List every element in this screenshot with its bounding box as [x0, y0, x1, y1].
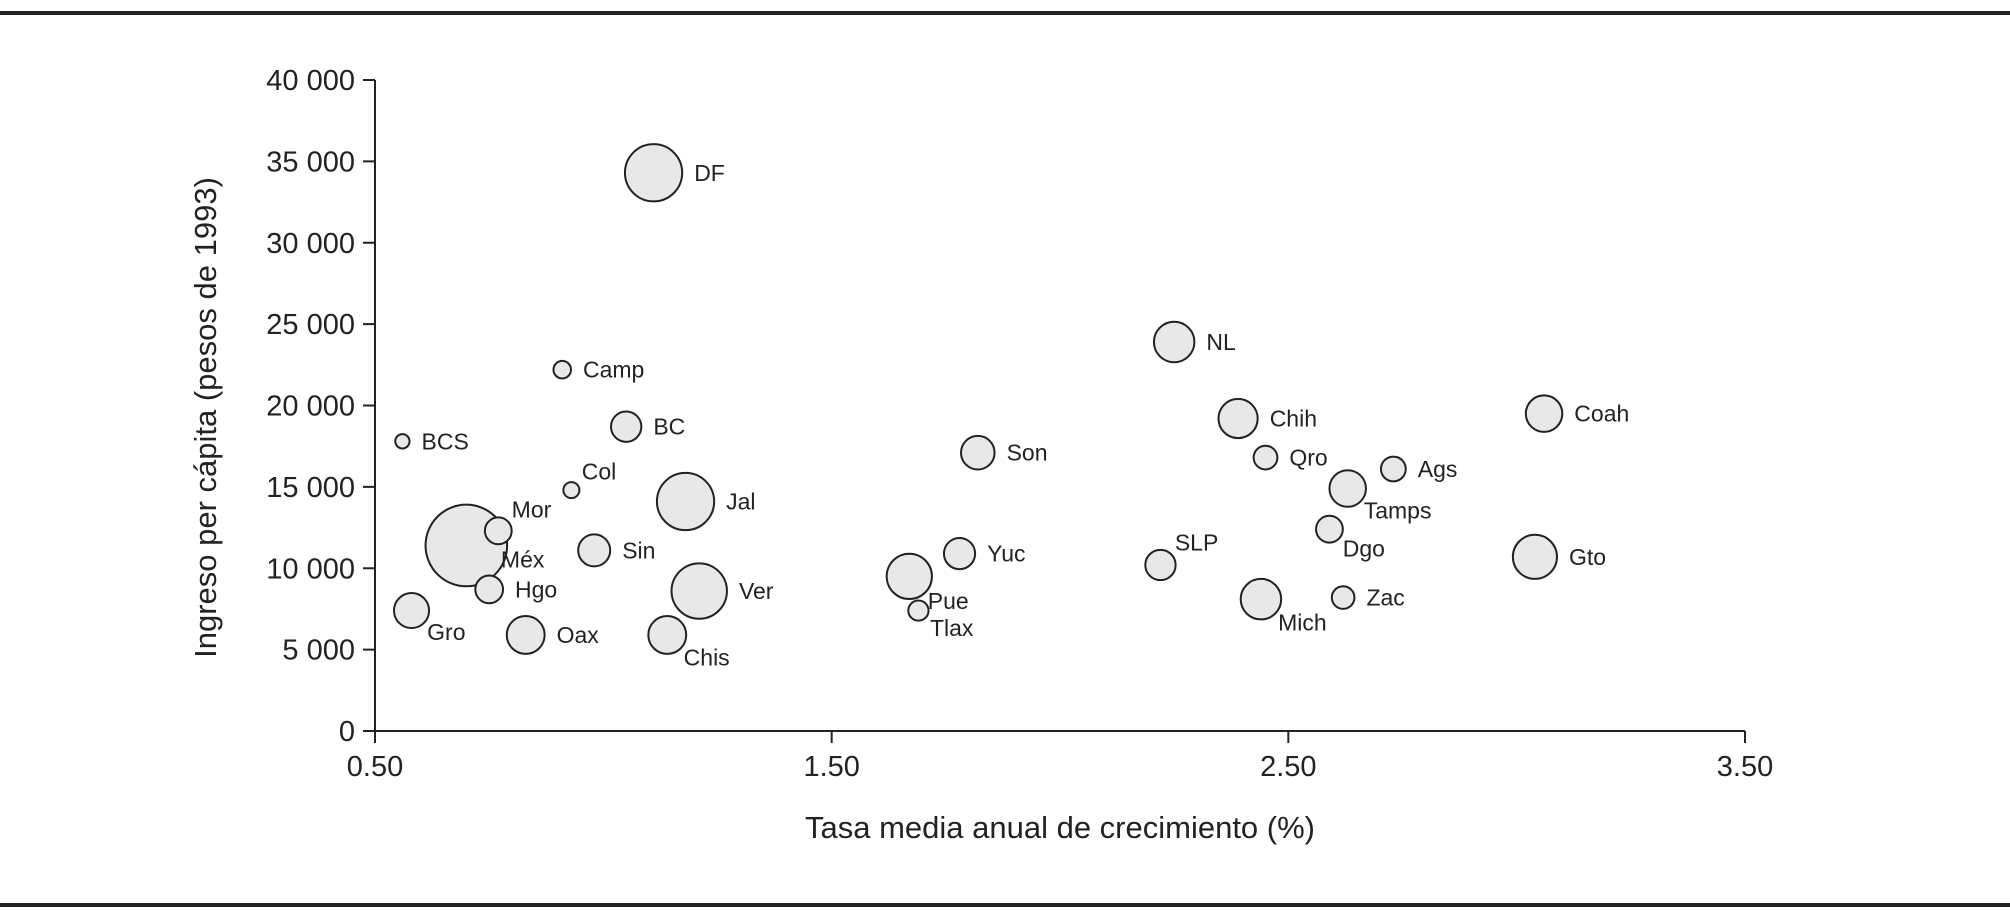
point-label-zac: Zac — [1366, 585, 1404, 611]
point-label-slp: SLP — [1175, 530, 1218, 556]
point-label-chih: Chih — [1270, 406, 1317, 432]
bubble-coah — [1524, 394, 1564, 433]
bubble-camp — [552, 359, 572, 380]
bubble-sin — [577, 533, 612, 568]
point-label-hgo: Hgo — [515, 576, 557, 602]
bubble-chih — [1217, 397, 1259, 440]
point-label-nl: NL — [1206, 329, 1236, 355]
bubble-chis — [647, 615, 688, 655]
bubble-tlax — [907, 599, 930, 622]
point-label-bc: BC — [653, 414, 685, 440]
bubble-pue — [885, 552, 933, 601]
point-label-méx: Méx — [501, 547, 545, 573]
bubble-ags — [1379, 455, 1407, 483]
y-tick-label: 40 000 — [266, 65, 355, 97]
y-tick-label: 5 000 — [282, 635, 355, 667]
bubble-qro — [1252, 444, 1279, 471]
point-label-bcs: BCS — [422, 428, 469, 454]
point-label-gto: Gto — [1569, 544, 1606, 570]
point-labels: DF NL Camp Coah Chih BC BCS Son Qro Ags Tamps Col Ja… — [422, 160, 1630, 671]
bubble-bcs — [394, 433, 411, 450]
bubble-yuc — [942, 537, 977, 571]
point-label-tamps: Tamps — [1364, 498, 1432, 524]
bubble-zac — [1330, 585, 1356, 610]
y-tick-label: 0 — [339, 716, 355, 748]
y-axis-title: Ingreso per cápita (pesos de 1993) — [188, 177, 223, 658]
bubble-col — [562, 481, 581, 500]
bubble-mich — [1239, 577, 1283, 621]
y-tick-label: 25 000 — [266, 309, 355, 341]
bubble-slp — [1144, 548, 1177, 582]
point-label-jal: Jal — [726, 489, 755, 515]
bubble-son — [960, 434, 996, 471]
bubble-gto — [1511, 533, 1558, 580]
point-label-pue: Pue — [928, 588, 969, 614]
y-tick-label: 30 000 — [266, 228, 355, 260]
y-tick-label: 35 000 — [266, 146, 355, 178]
point-label-camp: Camp — [583, 357, 644, 383]
bubble-hgo — [474, 574, 505, 605]
x-tick-label: 2.50 — [1260, 751, 1316, 783]
point-label-son: Son — [1007, 440, 1048, 466]
point-label-yuc: Yuc — [987, 541, 1025, 567]
x-tick-label: 1.50 — [803, 751, 859, 783]
bubble-mor — [483, 516, 513, 546]
point-label-df: DF — [694, 160, 725, 186]
bubble-gro — [393, 592, 431, 630]
point-label-coah: Coah — [1574, 401, 1629, 427]
point-label-mor: Mor — [512, 496, 552, 522]
point-label-gro: Gro — [427, 619, 465, 645]
bubble-tamps — [1328, 469, 1367, 508]
point-label-ags: Ags — [1418, 456, 1458, 482]
bubble-oax — [505, 615, 546, 655]
point-label-sin: Sin — [622, 537, 655, 563]
point-label-chis: Chis — [684, 644, 730, 670]
bubbles — [393, 143, 1564, 655]
point-label-dgo: Dgo — [1343, 536, 1385, 562]
point-label-mich: Mich — [1278, 609, 1327, 635]
x-axis-title: Tasa media anual de crecimiento (%) — [805, 810, 1315, 845]
point-label-ver: Ver — [739, 578, 774, 604]
y-tick-label: 20 000 — [266, 391, 355, 423]
point-label-qro: Qro — [1289, 445, 1327, 471]
bubble-jal — [655, 471, 716, 532]
x-tick-label: 0.50 — [347, 751, 403, 783]
y-tick-label: 15 000 — [266, 472, 355, 504]
point-label-tlax: Tlax — [930, 615, 974, 641]
bubble-ver — [670, 562, 728, 620]
x-tick-label: 3.50 — [1717, 751, 1773, 783]
point-label-oax: Oax — [557, 622, 600, 648]
axes: 0 5 000 10 000 15 000 20 000 25 000 30 000 35 0… — [266, 65, 1773, 783]
bubble-dgo — [1315, 514, 1344, 544]
bubble-df — [623, 143, 684, 203]
y-tick-label: 10 000 — [266, 553, 355, 585]
bubble-nl — [1152, 320, 1196, 364]
point-label-col: Col — [582, 459, 617, 485]
bubble-bc — [609, 410, 643, 443]
